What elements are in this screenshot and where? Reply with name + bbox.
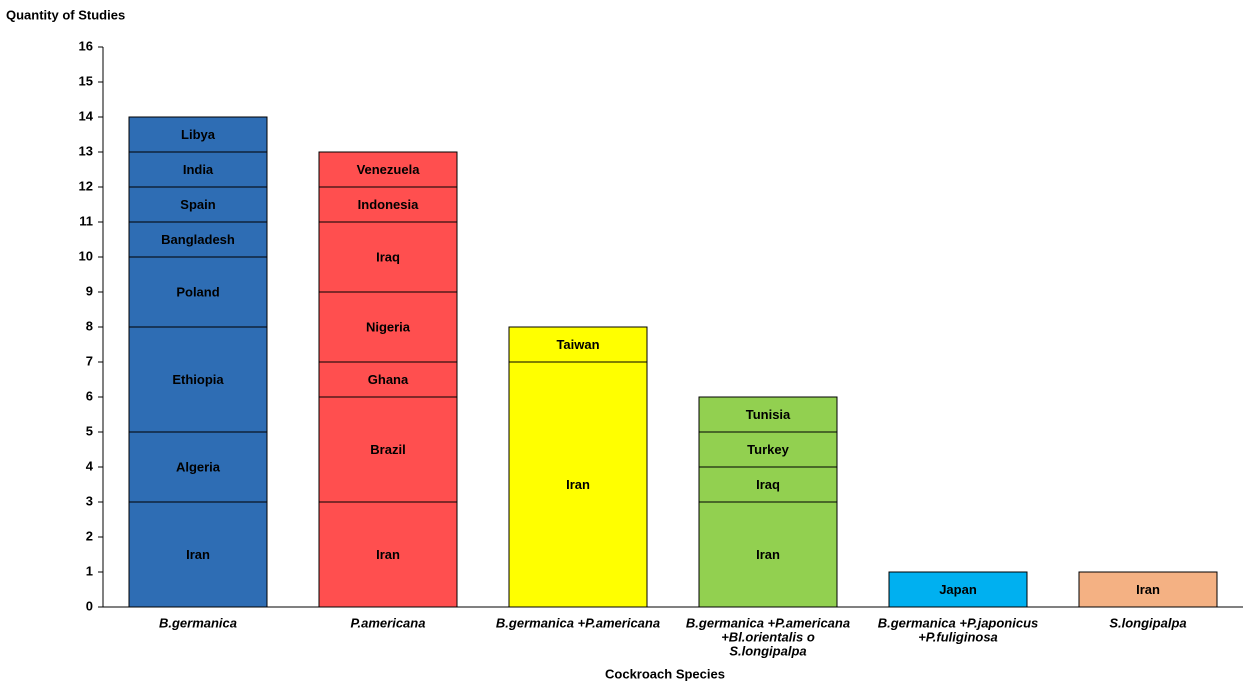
bar-segment bbox=[508, 326, 648, 363]
x-tick-label: B.germanica +P.americana bbox=[496, 615, 660, 630]
y-tick-label: 2 bbox=[86, 528, 93, 543]
bar-segment bbox=[508, 361, 648, 608]
y-axis-title: Quantity of Studies bbox=[6, 7, 125, 22]
bar-segment bbox=[698, 396, 838, 433]
y-tick-label: 13 bbox=[79, 143, 93, 158]
bar-segment bbox=[128, 256, 268, 328]
segment-label: Poland bbox=[176, 284, 219, 299]
x-axis-title: Cockroach Species bbox=[605, 666, 725, 681]
segment-label: Japan bbox=[939, 582, 977, 597]
y-tick-label: 14 bbox=[79, 108, 94, 123]
bar-segment bbox=[1078, 571, 1218, 608]
x-tick-label: +P.fuliginosa bbox=[918, 629, 998, 644]
x-tick-label: B.germanica bbox=[159, 615, 237, 630]
bar-segment bbox=[698, 431, 838, 468]
segment-label: Brazil bbox=[370, 442, 405, 457]
bar-segment bbox=[698, 466, 838, 503]
bar-segment bbox=[318, 221, 458, 293]
segment-label: Spain bbox=[180, 197, 215, 212]
segment-label: Venezuela bbox=[357, 162, 421, 177]
bar-segment bbox=[128, 326, 268, 433]
bar-segment bbox=[318, 151, 458, 188]
segment-label: Iran bbox=[376, 547, 400, 562]
y-tick-label: 5 bbox=[86, 423, 93, 438]
bar-segment bbox=[128, 431, 268, 503]
bar-segment bbox=[128, 116, 268, 153]
y-tick-label: 0 bbox=[86, 598, 93, 613]
segment-label: Iran bbox=[186, 547, 210, 562]
bar-segment bbox=[318, 396, 458, 503]
bar-segment bbox=[128, 186, 268, 223]
bar-segment bbox=[888, 571, 1028, 608]
y-tick-label: 7 bbox=[86, 353, 93, 368]
segment-label: Algeria bbox=[176, 459, 221, 474]
segment-label: Iraq bbox=[376, 249, 400, 264]
bar-segment bbox=[318, 186, 458, 223]
y-tick-label: 11 bbox=[79, 213, 93, 228]
x-tick-label: P.americana bbox=[351, 615, 426, 630]
y-tick-label: 1 bbox=[86, 563, 93, 578]
segment-label: Bangladesh bbox=[161, 232, 235, 247]
segment-label: Iran bbox=[566, 477, 590, 492]
x-tick-label: B.germanica +P.americana bbox=[686, 615, 850, 630]
segment-label: Nigeria bbox=[366, 319, 411, 334]
segment-label: Ethiopia bbox=[172, 372, 224, 387]
segment-label: Iraq bbox=[756, 477, 780, 492]
y-tick-label: 15 bbox=[79, 73, 93, 88]
y-tick-label: 16 bbox=[79, 38, 93, 53]
y-tick-label: 12 bbox=[79, 178, 93, 193]
segment-label: Turkey bbox=[747, 442, 789, 457]
x-tick-label: S.longipalpa bbox=[729, 643, 806, 658]
y-tick-label: 10 bbox=[79, 248, 93, 263]
x-tick-label: S.longipalpa bbox=[1109, 615, 1186, 630]
segment-label: Iran bbox=[1136, 582, 1160, 597]
segment-label: Taiwan bbox=[556, 337, 599, 352]
segment-label: Iran bbox=[756, 547, 780, 562]
segment-label: Tunisia bbox=[746, 407, 791, 422]
x-tick-label: +Bl.orientalis o bbox=[721, 629, 815, 644]
y-tick-label: 3 bbox=[86, 493, 93, 508]
segment-label: Indonesia bbox=[358, 197, 419, 212]
y-tick-label: 4 bbox=[86, 458, 94, 473]
bar-segment bbox=[698, 501, 838, 608]
bar-segment bbox=[128, 151, 268, 188]
y-tick-label: 9 bbox=[86, 283, 93, 298]
segment-label: Ghana bbox=[368, 372, 409, 387]
segment-label: India bbox=[183, 162, 214, 177]
segment-label: Libya bbox=[181, 127, 216, 142]
bar-segment bbox=[318, 291, 458, 363]
bar-segment bbox=[318, 361, 458, 398]
bar-segment bbox=[318, 501, 458, 608]
bar-segment bbox=[128, 221, 268, 258]
x-tick-label: B.germanica +P.japonicus bbox=[878, 615, 1039, 630]
y-tick-label: 6 bbox=[86, 388, 93, 403]
y-tick-label: 8 bbox=[86, 318, 93, 333]
